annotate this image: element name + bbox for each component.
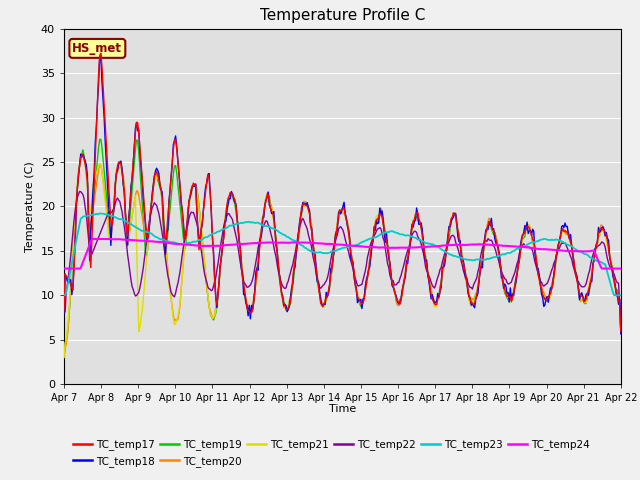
TC_temp17: [326, 282, 333, 288]
TC_temp22: [60, 310, 68, 316]
TC_temp18: [60, 311, 68, 316]
TC_temp21: [60, 354, 68, 360]
TC_temp21: [79, 150, 87, 156]
TC_temp23: [617, 292, 625, 298]
TC_temp17: [362, 281, 370, 287]
Legend: TC_temp17, TC_temp18, TC_temp19, TC_temp20, TC_temp21, TC_temp22, TC_temp23, TC_: TC_temp17, TC_temp18, TC_temp19, TC_temp…: [69, 435, 593, 471]
TC_temp21: [326, 284, 333, 290]
TC_temp18: [362, 276, 370, 282]
TC_temp18: [326, 283, 333, 289]
Line: TC_temp24: TC_temp24: [64, 239, 621, 269]
TC_temp19: [362, 281, 370, 287]
TC_temp17: [97, 50, 105, 56]
TC_temp17: [329, 256, 337, 262]
Title: Temperature Profile C: Temperature Profile C: [260, 9, 425, 24]
TC_temp22: [76, 189, 83, 194]
TC_temp18: [617, 331, 625, 337]
TC_temp23: [518, 244, 525, 250]
TC_temp23: [393, 230, 401, 236]
TC_temp21: [518, 240, 525, 246]
TC_temp24: [329, 241, 337, 247]
Line: TC_temp21: TC_temp21: [64, 153, 621, 357]
TC_temp22: [329, 247, 337, 252]
Line: TC_temp22: TC_temp22: [64, 192, 621, 313]
TC_temp19: [617, 329, 625, 335]
TC_temp20: [60, 354, 68, 360]
TC_temp20: [79, 152, 87, 158]
TC_temp19: [60, 354, 68, 360]
TC_temp24: [326, 241, 333, 247]
TC_temp21: [393, 297, 401, 303]
TC_temp18: [393, 294, 401, 300]
TC_temp22: [326, 264, 333, 270]
Line: TC_temp23: TC_temp23: [64, 213, 621, 295]
TC_temp22: [518, 245, 525, 251]
TC_temp19: [326, 285, 333, 290]
TC_temp23: [60, 292, 68, 298]
TC_temp17: [605, 245, 612, 251]
TC_temp24: [393, 245, 401, 251]
TC_temp18: [329, 257, 337, 263]
TC_temp22: [605, 260, 612, 266]
X-axis label: Time: Time: [329, 405, 356, 414]
TC_temp21: [617, 327, 625, 333]
TC_temp23: [329, 248, 337, 254]
Text: HS_met: HS_met: [72, 42, 122, 55]
TC_temp17: [393, 297, 401, 302]
TC_temp20: [617, 326, 625, 332]
TC_temp17: [60, 308, 68, 313]
TC_temp24: [518, 244, 525, 250]
Y-axis label: Temperature (C): Temperature (C): [26, 161, 35, 252]
TC_temp20: [329, 253, 337, 259]
TC_temp20: [326, 283, 333, 288]
TC_temp19: [393, 299, 401, 304]
TC_temp17: [518, 238, 525, 243]
TC_temp19: [329, 256, 337, 262]
TC_temp24: [362, 244, 370, 250]
TC_temp24: [617, 266, 625, 272]
TC_temp20: [362, 279, 370, 285]
TC_temp20: [518, 242, 525, 248]
TC_temp22: [393, 282, 401, 288]
TC_temp18: [97, 52, 105, 58]
TC_temp20: [393, 300, 401, 306]
TC_temp22: [362, 262, 370, 268]
TC_temp19: [605, 246, 612, 252]
TC_temp19: [518, 239, 525, 245]
Line: TC_temp18: TC_temp18: [64, 55, 621, 334]
TC_temp22: [617, 310, 625, 316]
TC_temp21: [605, 248, 612, 254]
TC_temp20: [605, 242, 612, 248]
TC_temp23: [362, 237, 370, 243]
TC_temp17: [617, 329, 625, 335]
TC_temp23: [605, 274, 612, 279]
TC_temp19: [96, 136, 104, 142]
TC_temp24: [60, 266, 68, 272]
TC_temp18: [518, 236, 525, 242]
Line: TC_temp19: TC_temp19: [64, 139, 621, 357]
TC_temp24: [605, 266, 612, 272]
Line: TC_temp20: TC_temp20: [64, 155, 621, 357]
TC_temp21: [362, 280, 370, 286]
TC_temp21: [329, 257, 337, 263]
TC_temp23: [96, 210, 104, 216]
TC_temp24: [89, 236, 97, 242]
TC_temp18: [605, 238, 612, 243]
Line: TC_temp17: TC_temp17: [64, 53, 621, 332]
TC_temp23: [326, 250, 333, 256]
